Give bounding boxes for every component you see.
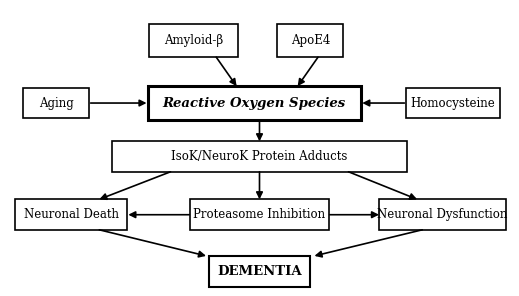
Text: Proteasome Inhibition: Proteasome Inhibition — [194, 208, 325, 221]
FancyBboxPatch shape — [209, 256, 310, 287]
Text: Amyloid-β: Amyloid-β — [164, 34, 223, 47]
FancyBboxPatch shape — [23, 88, 89, 118]
FancyBboxPatch shape — [379, 200, 506, 230]
FancyBboxPatch shape — [149, 24, 238, 57]
Text: Homocysteine: Homocysteine — [411, 96, 495, 110]
Text: Neuronal Death: Neuronal Death — [24, 208, 119, 221]
FancyBboxPatch shape — [147, 86, 361, 120]
Text: IsoK/NeuroK Protein Adducts: IsoK/NeuroK Protein Adducts — [171, 150, 348, 163]
Text: Neuronal Dysfunction: Neuronal Dysfunction — [377, 208, 508, 221]
Text: DEMENTIA: DEMENTIA — [217, 265, 302, 278]
FancyBboxPatch shape — [406, 88, 500, 118]
FancyBboxPatch shape — [112, 141, 407, 172]
FancyBboxPatch shape — [16, 200, 127, 230]
Text: Aging: Aging — [39, 96, 73, 110]
FancyBboxPatch shape — [189, 200, 330, 230]
Text: ApoE4: ApoE4 — [291, 34, 330, 47]
Text: Reactive Oxygen Species: Reactive Oxygen Species — [163, 96, 346, 110]
FancyBboxPatch shape — [277, 24, 344, 57]
